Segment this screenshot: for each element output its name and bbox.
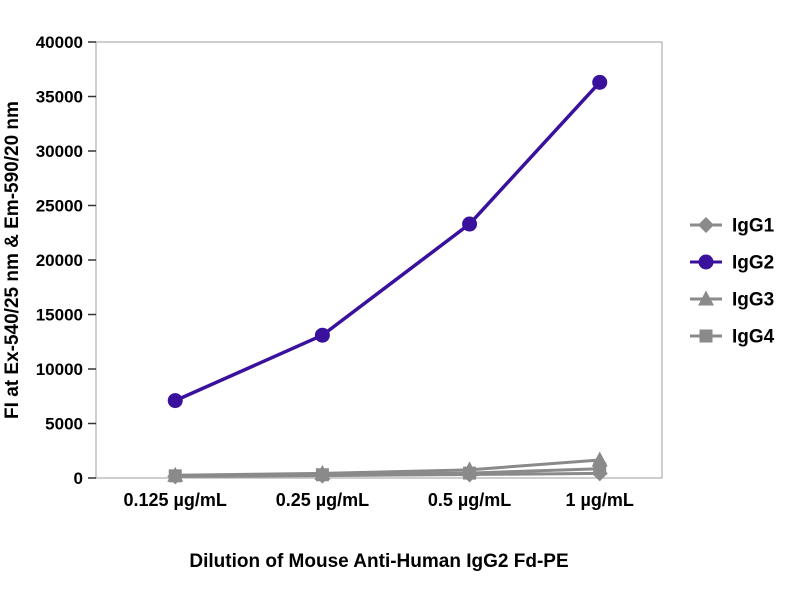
- x-axis-title: Dilution of Mouse Anti-Human IgG2 Fd-PE: [189, 551, 568, 572]
- marker-IgG4-3: [593, 462, 607, 476]
- legend-marker-IgG3: [698, 290, 714, 306]
- y-tick-label: 25000: [36, 196, 83, 215]
- y-tick-label: 0: [74, 469, 83, 488]
- marker-IgG4-2: [463, 466, 477, 480]
- marker-IgG2-1: [314, 327, 330, 343]
- legend-label-IgG1: IgG1: [732, 216, 775, 237]
- y-tick-label: 30000: [36, 142, 83, 161]
- series-line-IgG4: [173, 467, 602, 478]
- legend-item-IgG1: IgG1: [690, 216, 775, 237]
- y-tick-label: 5000: [45, 414, 83, 433]
- y-tick-label: 35000: [36, 87, 83, 106]
- legend-item-IgG4: IgG4: [690, 327, 775, 348]
- legend-marker-IgG4: [699, 329, 713, 343]
- marker-IgG4-0: [168, 469, 182, 483]
- legend-label-IgG2: IgG2: [732, 253, 774, 274]
- x-tick-label: 1 µg/mL: [566, 490, 634, 510]
- y-axis-title: FI at Ex-540/25 nm & Em-590/20 nm: [2, 101, 23, 419]
- x-tick-label: 0.125 µg/mL: [124, 490, 227, 510]
- series-line-IgG2: [173, 80, 602, 403]
- legend-label-IgG3: IgG3: [732, 290, 774, 311]
- legend-label-IgG4: IgG4: [732, 327, 775, 348]
- legend-marker-IgG2: [698, 254, 714, 270]
- legend-marker-IgG1: [698, 217, 714, 233]
- plot-area: 0 5000 10000 15000 20000 25000 30000 35000 40000…: [36, 33, 663, 510]
- legend: IgG1 IgG2 IgG3 IgG4: [690, 216, 775, 348]
- marker-IgG2-0: [167, 393, 183, 409]
- legend-item-IgG2: IgG2: [690, 253, 774, 274]
- legend-item-IgG3: IgG3: [690, 290, 774, 311]
- y-tick-label: 40000: [36, 33, 83, 52]
- x-tick-label: 0.5 µg/mL: [428, 490, 511, 510]
- y-tick-label: 10000: [36, 360, 83, 379]
- marker-IgG2-2: [462, 216, 478, 232]
- marker-IgG2-3: [592, 74, 608, 90]
- y-tick-label: 15000: [36, 305, 83, 324]
- y-tick-label: 20000: [36, 251, 83, 270]
- marker-IgG4-1: [315, 468, 329, 482]
- x-tick-label: 0.25 µg/mL: [276, 490, 369, 510]
